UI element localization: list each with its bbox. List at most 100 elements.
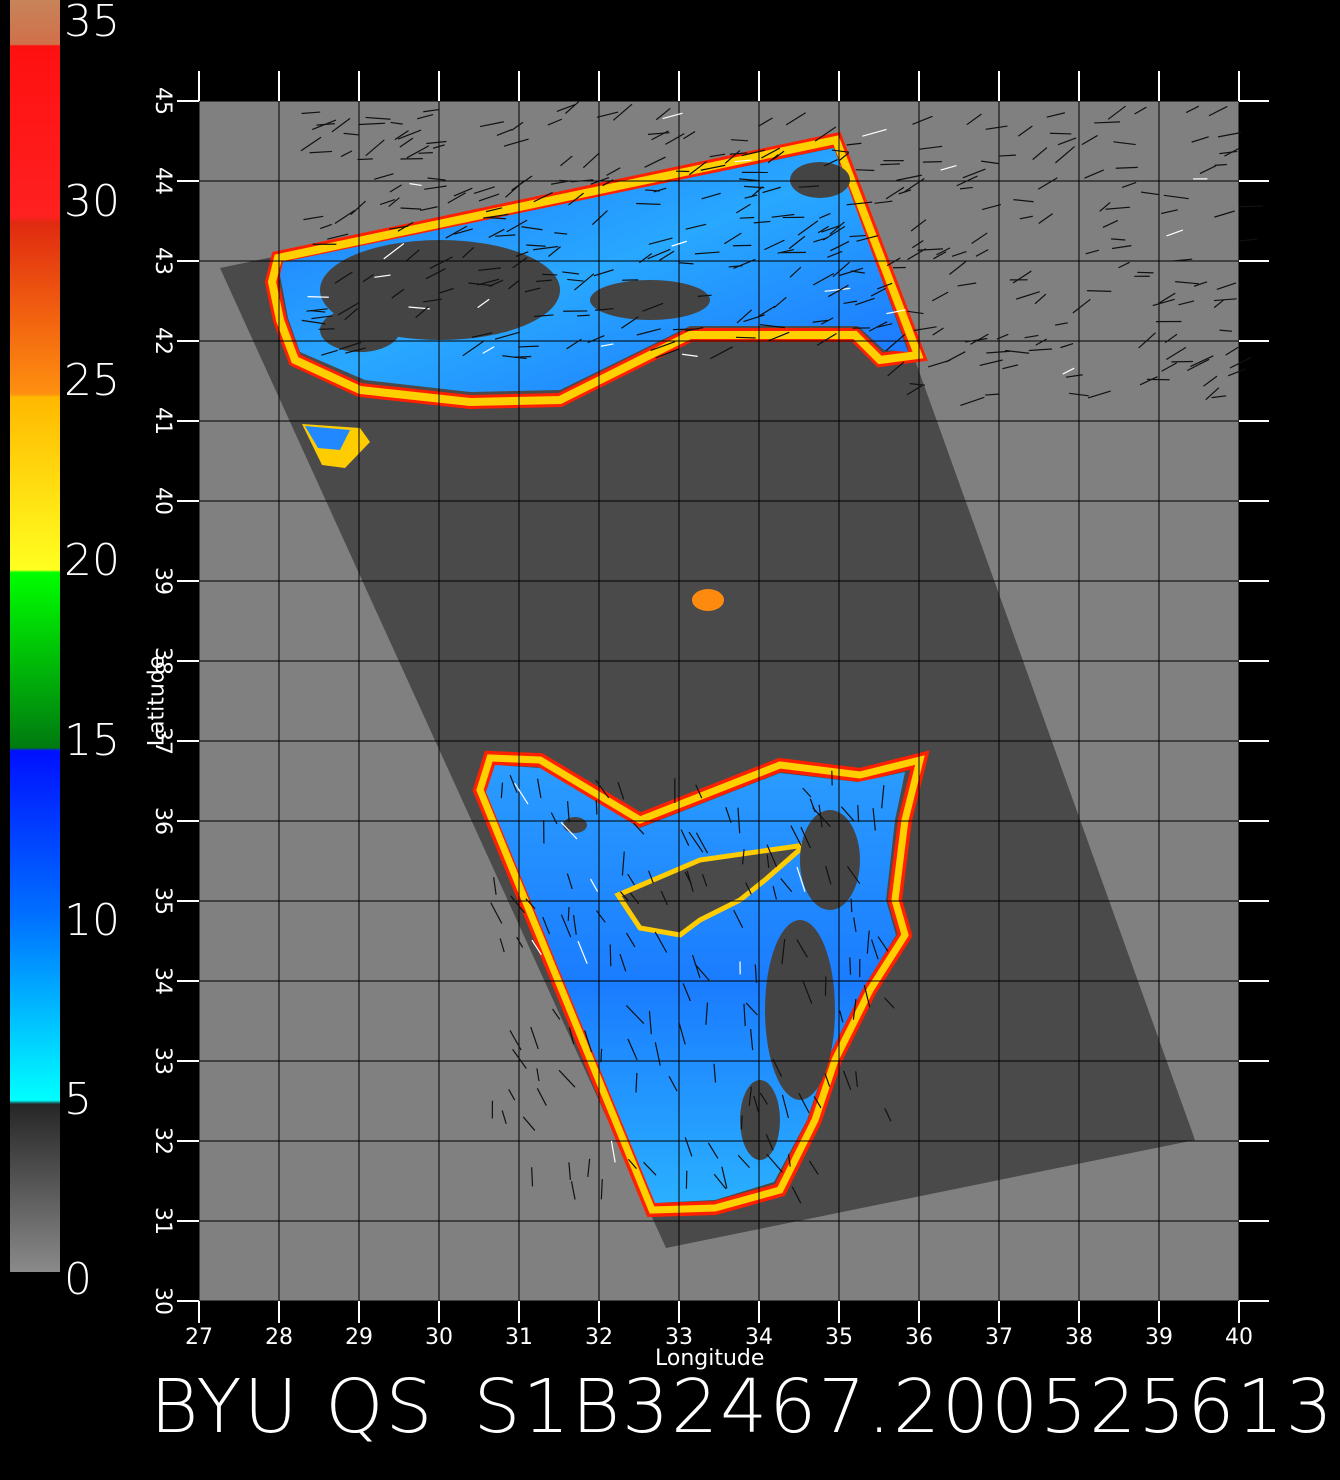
wind-vector [424,185,447,190]
y-tick-label-42: 42 [150,327,175,355]
wind-vector [881,785,885,809]
wind-vector [1110,238,1126,241]
wind-vector [694,251,720,255]
wind-vector [525,898,536,910]
wind-vector [1161,209,1178,215]
wind-vector [790,825,802,846]
wind-vector [931,291,949,302]
wind-vector [796,866,806,892]
wind-vector [945,351,966,363]
wind-vector [584,1030,593,1053]
wind-vector [327,233,349,240]
wind-vector [737,807,741,834]
wind-vector [509,1030,522,1051]
wind-vector [959,186,973,190]
wind-vector [600,1048,603,1063]
wind-vector [1138,332,1156,349]
wind-vector [307,296,329,298]
wind-vector [877,323,893,328]
wind-vector [1166,346,1187,360]
colorbar-label-5: 5 [64,1074,92,1126]
wind-vector [818,804,823,828]
wind-vector [617,781,625,800]
wind-vector [695,832,709,854]
y-tick-label-40: 40 [150,487,175,515]
y-tick-label-44: 44 [150,167,175,195]
y-tick-label-36: 36 [150,807,175,835]
wind-vector [389,184,402,193]
wind-vector [1213,299,1224,309]
wind-vector [562,271,580,275]
wind-vector [560,155,573,167]
y-tick-label-41: 41 [150,407,175,435]
wind-vector [849,234,866,238]
wind-vector [821,224,842,233]
wind-vector [757,305,776,318]
wind-vector [320,223,332,230]
wind-vector [495,234,516,237]
wind-vector [389,225,409,230]
wind-vector [721,1166,728,1189]
wind-vector [701,192,721,200]
wind-vector [1172,258,1193,262]
wind-vector [505,179,525,198]
wind-vector [645,189,660,192]
wind-vector [609,944,612,967]
wind-vector [772,150,785,161]
wind-vector [501,1110,507,1125]
wind-vector [802,787,812,798]
wind-vector [499,938,505,953]
wind-vector [846,865,861,885]
wind-vector [877,282,893,290]
wind-vector [1081,134,1098,146]
wind-vector [468,282,493,287]
wind-vector [1072,298,1091,314]
wind-vector [749,1028,754,1051]
wind-vector [566,801,570,823]
wind-vector [660,890,668,906]
wind-vector [866,930,870,954]
wind-vector [1213,298,1237,302]
wind-vector [567,278,584,282]
wind-vector [741,149,766,157]
wind-vector [787,1154,791,1167]
wind-vector [423,108,440,113]
colorbar-label-25: 25 [64,355,120,407]
wind-vector [365,139,385,157]
wind-vector [831,149,850,153]
wind-vector [679,262,694,265]
wind-vector [318,328,335,330]
y-axis-label: Latitude [144,655,170,747]
wind-vector [416,113,434,120]
wind-vector [560,914,572,938]
wind-vector [896,174,922,181]
wind-vector [819,212,831,219]
wind-vector [516,936,524,948]
wind-vector [621,316,639,329]
wind-vector [647,248,671,260]
wind-vector [729,152,748,155]
wind-vector [511,121,524,131]
wind-vector [909,383,926,386]
wind-vector [766,1153,783,1173]
wind-vector [530,1026,539,1050]
wind-vector [627,1038,638,1061]
wind-vector [627,873,635,886]
wind-vector [383,243,405,260]
wind-vector [857,805,860,823]
wind-vector [1099,201,1111,212]
wind-vector [798,1093,810,1114]
wind-vector [644,156,666,168]
wind-vector [420,206,438,211]
wind-vector [684,871,692,884]
eastern-mediterranean-winds [472,750,930,1218]
wind-vector [303,215,324,221]
x-tick-label-28: 28 [265,1325,293,1350]
wind-vector [642,302,664,312]
wind-vector [500,782,504,799]
x-tick-label-30: 30 [425,1325,453,1350]
wind-vector [595,779,610,799]
wind-vector [1161,362,1177,372]
wind-vector [1034,293,1047,305]
